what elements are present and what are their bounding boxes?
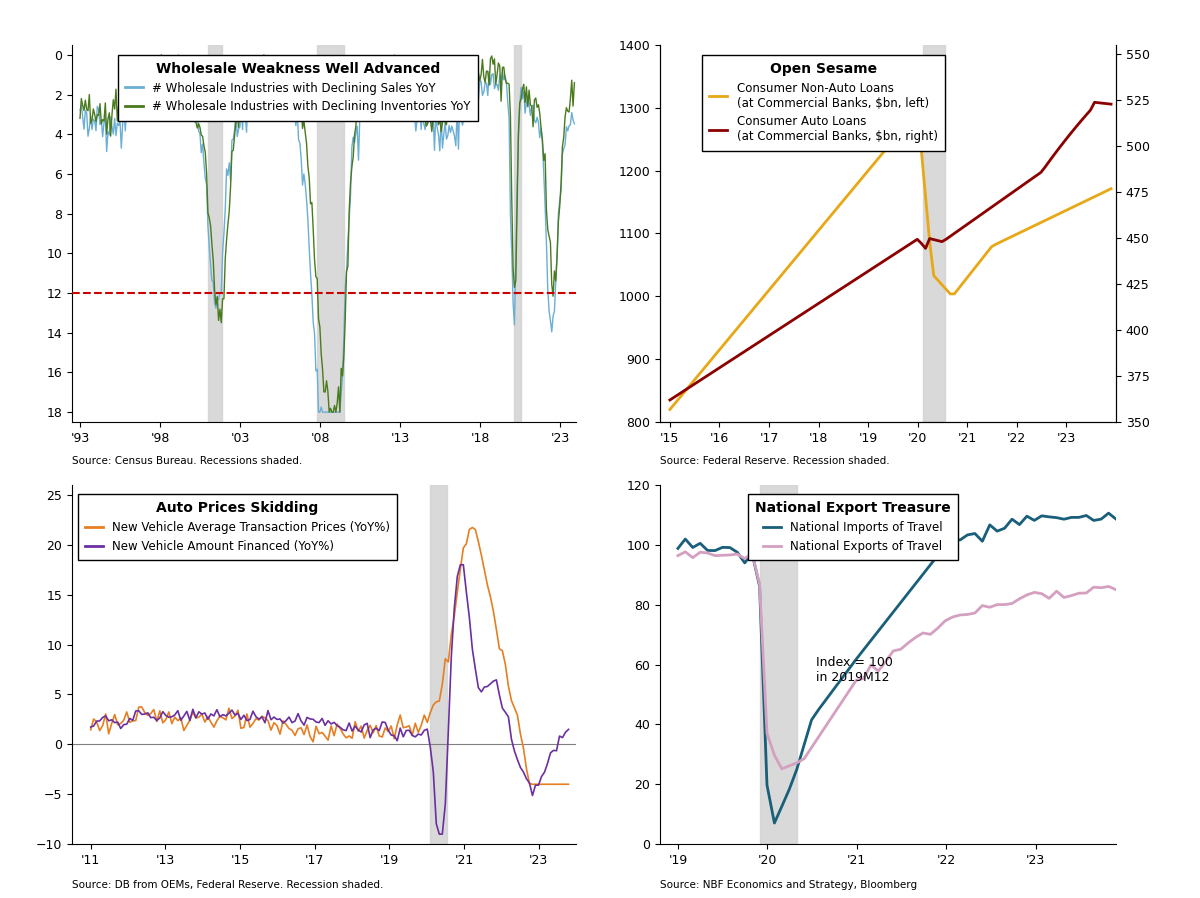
Legend: New Vehicle Average Transaction Prices (YoY%), New Vehicle Amount Financed (YoY%: New Vehicle Average Transaction Prices (… <box>78 495 397 560</box>
Legend: Consumer Non-Auto Loans
(at Commercial Banks, $bn, left), Consumer Auto Loans
(a: Consumer Non-Auto Loans (at Commercial B… <box>702 55 944 151</box>
Text: Source: DB from OEMs, Federal Reserve. Recession shaded.: Source: DB from OEMs, Federal Reserve. R… <box>72 880 383 890</box>
Bar <box>317 45 344 422</box>
Text: Source: Census Bureau. Recessions shaded.: Source: Census Bureau. Recessions shaded… <box>72 456 302 466</box>
Text: Source: NBF Economics and Strategy, Bloomberg: Source: NBF Economics and Strategy, Bloo… <box>660 880 917 890</box>
Bar <box>208 45 222 422</box>
Legend: National Imports of Travel, National Exports of Travel: National Imports of Travel, National Exp… <box>748 495 958 560</box>
Bar <box>760 485 797 844</box>
Text: Source: Federal Reserve. Recession shaded.: Source: Federal Reserve. Recession shade… <box>660 456 889 466</box>
Legend: # Wholesale Industries with Declining Sales YoY, # Wholesale Industries with Dec: # Wholesale Industries with Declining Sa… <box>119 55 478 120</box>
Bar <box>431 485 448 844</box>
Bar <box>923 45 944 422</box>
Bar <box>514 45 521 422</box>
Text: Index = 100
in 2019M12: Index = 100 in 2019M12 <box>816 656 893 683</box>
